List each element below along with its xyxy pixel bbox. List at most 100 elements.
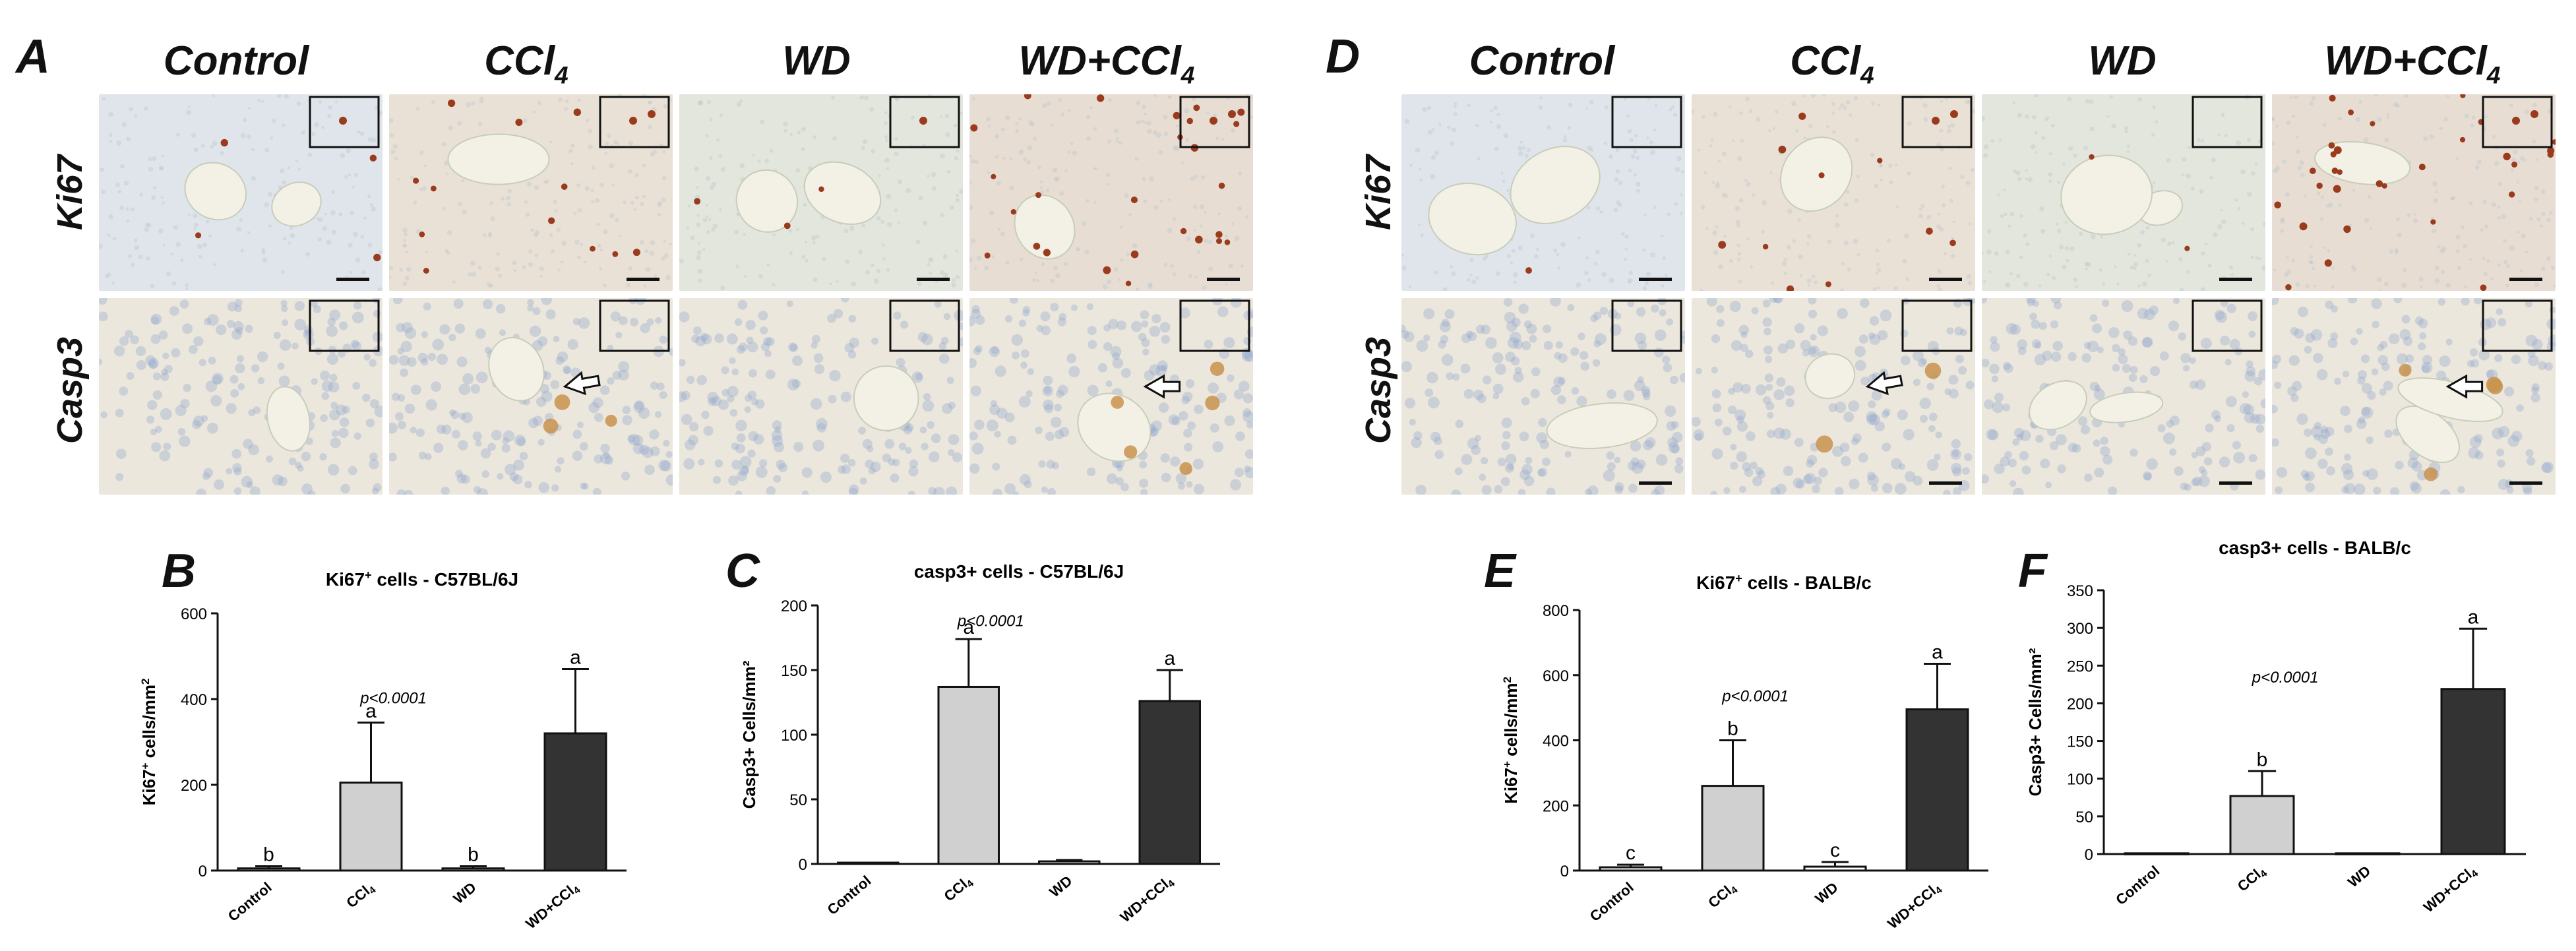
y-tick-label: 600: [1543, 667, 1569, 685]
panel-letter-a: A: [16, 30, 50, 83]
chart-title: Ki67+ cells - C57BL/6J: [326, 568, 518, 590]
left-casp3-ccl4-micrograph: [389, 298, 673, 495]
x-tick-label: CCl4: [343, 878, 379, 913]
bar-control: [237, 867, 301, 872]
bar-chart-b: Ki67+ cells - C57BL/6J 0 200 400 600 Ki67+ ce…: [139, 568, 627, 933]
y-tick-label: 0: [199, 863, 207, 880]
y-tick-label: 350: [2067, 582, 2093, 600]
p-value-label: p<0.0001: [1721, 687, 1789, 705]
col-head-left-1: CCl4: [484, 38, 568, 89]
significance-letter: b: [1727, 718, 1738, 740]
y-axis-label: Ki67+ cells/mm2: [1501, 677, 1521, 804]
y-tick-label: 200: [181, 777, 207, 795]
x-tick-label: CCl4: [940, 872, 976, 906]
col-head-right-3: WD+CCl4: [2324, 38, 2501, 89]
bar-wd: [441, 867, 505, 872]
chart-title: Ki67+ cells - BALB/c: [1696, 572, 1872, 593]
bar-wd+ccl4: [1905, 708, 1969, 872]
chart-title: casp3+ cells - BALB/c: [2219, 537, 2411, 558]
y-tick-label: 50: [789, 791, 807, 809]
col-head-left-2: WD: [782, 38, 851, 84]
left-casp3-wd-micrograph: [679, 298, 963, 495]
x-tick-label: Control: [225, 879, 275, 925]
left-casp3-wdccl4-micrograph: [969, 298, 1253, 495]
bar-wd: [2335, 852, 2401, 855]
col-head-left-0: Control: [163, 38, 309, 84]
bar-ccl4: [339, 782, 403, 872]
right-ki67-control-micrograph: [1401, 94, 1685, 291]
panel-letter-c: C: [725, 545, 760, 598]
y-tick-label: 200: [2067, 695, 2093, 713]
y-tick-label: 200: [781, 598, 807, 615]
x-tick-label: WD+CCl4: [1117, 872, 1178, 927]
y-tick-label: 400: [1543, 733, 1569, 751]
y-tick-label: 0: [799, 856, 807, 874]
bar-ccl4: [937, 685, 1000, 865]
right-ki67-wdccl4-micrograph: [2272, 94, 2556, 291]
y-axis-label: Ki67+ cells/mm2: [139, 679, 159, 806]
x-tick-label: Control: [1587, 879, 1637, 925]
right-ki67-ccl4-micrograph: [1692, 94, 1975, 291]
bar-ccl4: [2229, 795, 2295, 855]
significance-letter: c: [1626, 842, 1636, 864]
y-axis-label: Casp3+ Cells/mm²: [2025, 648, 2045, 796]
bar-control: [837, 861, 900, 865]
right-casp3-wd-micrograph: [1982, 298, 2265, 495]
p-value-label: p<0.0001: [2252, 669, 2319, 687]
y-tick-label: 100: [2067, 771, 2093, 789]
significance-letter: b: [468, 844, 479, 866]
significance-letter: a: [570, 647, 581, 669]
x-tick-label: CCl4: [1705, 878, 1740, 913]
y-tick-label: 0: [1560, 863, 1569, 880]
x-tick-label: WD: [450, 879, 479, 907]
y-tick-label: 150: [2067, 733, 2093, 751]
col-head-right-0: Control: [1469, 38, 1615, 84]
panel-letter-f: F: [2018, 545, 2047, 598]
bar-chart-f: casp3+ cells - BALB/c 0 50 100 150 200 250 300 3…: [2025, 537, 2526, 917]
left-ki67-control-micrograph: [99, 94, 383, 291]
x-tick-label: WD+CCl4: [1884, 878, 1945, 933]
y-tick-label: 300: [2067, 620, 2093, 638]
chart-title: casp3+ cells - C57BL/6J: [914, 561, 1124, 582]
y-tick-label: 250: [2067, 658, 2093, 675]
x-tick-label: WD: [2345, 863, 2374, 891]
significance-letter: a: [1932, 641, 1943, 663]
y-tick-label: 50: [2075, 809, 2093, 826]
y-tick-label: 0: [2085, 846, 2093, 864]
bar-wd: [1038, 860, 1101, 865]
right-ki67-wd-micrograph: [1982, 94, 2265, 291]
right-casp3-ccl4-micrograph: [1692, 298, 1975, 495]
y-tick-label: 800: [1543, 602, 1569, 620]
bar-wd+ccl4: [543, 732, 607, 872]
col-head-right-2: WD: [2088, 38, 2157, 84]
p-value-label: p<0.0001: [359, 690, 427, 708]
x-tick-label: WD+CCl4: [522, 878, 583, 933]
right-casp3-wdccl4-micrograph: [2272, 298, 2556, 495]
significance-letter: a: [365, 700, 377, 722]
x-tick-label: WD+CCl4: [2420, 862, 2481, 917]
significance-letter: b: [2257, 749, 2268, 770]
right-casp3-control-micrograph: [1401, 298, 1685, 495]
y-axis-label: Casp3+ Cells/mm²: [739, 660, 759, 809]
y-tick-label: 100: [781, 727, 807, 745]
bar-chart-c: casp3+ cells - C57BL/6J 0 50 100 150 200 Casp3…: [739, 561, 1220, 927]
y-tick-label: 200: [1543, 797, 1569, 815]
left-ki67-ccl4-micrograph: [389, 94, 673, 291]
panel-letter-e: E: [1484, 545, 1516, 598]
significance-letter: a: [963, 617, 974, 638]
significance-letter: a: [1164, 648, 1175, 669]
significance-letter: b: [263, 844, 274, 866]
x-tick-label: Control: [824, 873, 874, 918]
x-tick-label: CCl4: [2234, 862, 2270, 896]
y-tick-label: 400: [181, 691, 207, 709]
bar-control: [1599, 866, 1663, 872]
left-casp3-control-micrograph: [99, 298, 383, 495]
col-head-left-3: WD+CCl4: [1018, 38, 1195, 89]
left-ki67-wd-micrograph: [679, 94, 963, 291]
panel-letter-d: D: [1326, 30, 1360, 83]
significance-letter: a: [2468, 606, 2479, 628]
y-tick-label: 150: [781, 662, 807, 680]
left-ki67-wdccl4-micrograph: [969, 94, 1253, 291]
x-tick-label: Control: [2112, 863, 2162, 908]
bar-ccl4: [1701, 785, 1765, 872]
